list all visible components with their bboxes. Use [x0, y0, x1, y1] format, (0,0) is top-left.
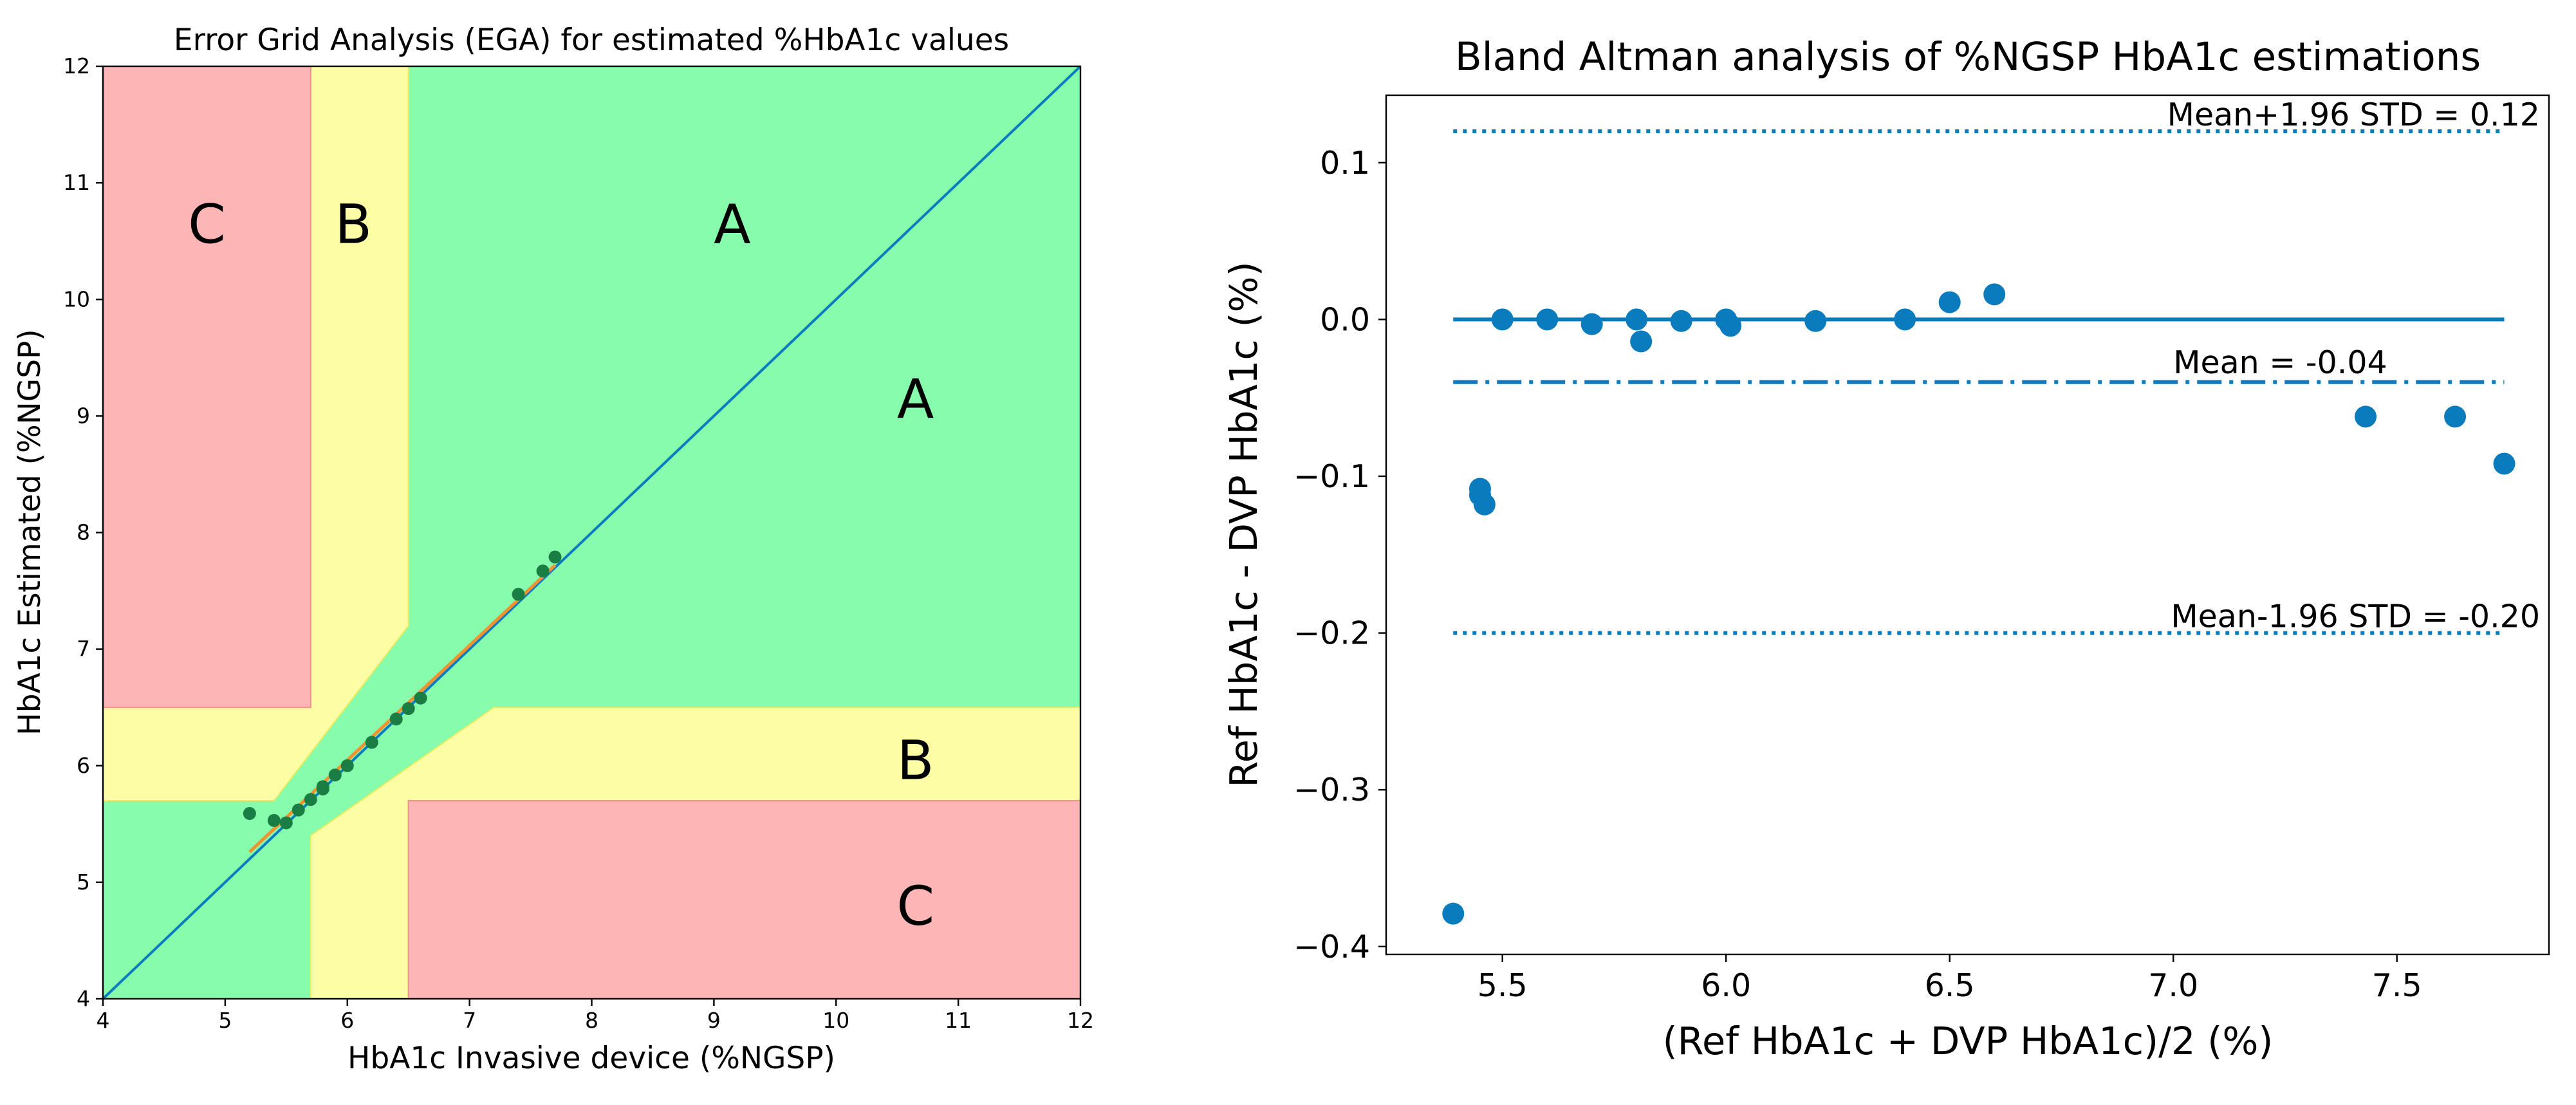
ba-x-tick-label: 7.0 — [2148, 967, 2198, 1004]
ega-x-tick-label: 7 — [463, 1008, 476, 1033]
ba-point-12 — [1719, 315, 1742, 337]
ba-y-ticks: 0.1 0.0 −0.1 −0.2 −0.3 −0.4 — [1293, 145, 1386, 965]
ba-y-tick-label: −0.4 — [1293, 929, 1370, 965]
ba-points — [1442, 283, 2516, 925]
ega-x-tick-label: 12 — [1067, 1008, 1094, 1033]
ba-reference-lines — [1453, 129, 2505, 635]
ega-point-8 — [328, 768, 342, 782]
ega-y-tick-label: 11 — [63, 170, 90, 195]
ba-point-17 — [2355, 405, 2377, 428]
ega-point-2 — [267, 813, 281, 827]
ba-point-5 — [1491, 308, 1514, 331]
identity-line — [102, 65, 1082, 1000]
ba-title: Bland Altman analysis of %NGSP HbA1c est… — [1455, 34, 2481, 80]
ega-point-4 — [292, 803, 305, 817]
zone-label-b-5: B — [897, 729, 934, 792]
ba-point-4 — [1473, 493, 1496, 515]
ba-point-7 — [1580, 313, 1603, 335]
ba-y-tick-label: 0.0 — [1320, 301, 1370, 338]
ega-y-axis-label: HbA1c Estimated (%NGSP) — [12, 329, 48, 735]
ega-x-axis-label: HbA1c Invasive device (%NGSP) — [347, 1041, 835, 1076]
ega-point-14 — [512, 588, 525, 601]
ega-point-7 — [316, 780, 329, 794]
ega-point-9 — [340, 759, 354, 772]
ega-x-tick-label: 9 — [707, 1008, 721, 1033]
ba-y-axis-label: Ref HbA1c - DVP HbA1c (%) — [1221, 261, 1266, 787]
zone-c-region-1 — [102, 66, 311, 709]
ega-points — [243, 550, 562, 830]
ega-x-tick-label: 10 — [822, 1008, 849, 1033]
ba-point-8 — [1626, 308, 1648, 331]
ba-y-tick-label: 0.1 — [1320, 145, 1370, 181]
ba-mean-label: Mean = -0.04 — [2173, 344, 2387, 381]
ba-upper-loa-label: Mean+1.96 STD = 0.12 — [2167, 97, 2540, 133]
zone-label-c-1: C — [188, 193, 226, 256]
ba-x-tick-label: 6.0 — [1701, 967, 1751, 1004]
ega-point-16 — [548, 550, 562, 564]
ega-point-15 — [536, 564, 550, 578]
bland-altman-chart: 5.5 6.0 6.5 7.0 7.5 0.1 0.0 −0.1 −0.2 −0.3 −0.4 M… — [1221, 34, 2550, 1063]
zone-c-region-2 — [407, 800, 1081, 999]
ega-x-tick-label: 11 — [945, 1008, 972, 1033]
ba-y-tick-label: −0.3 — [1293, 772, 1370, 808]
ba-point-19 — [2493, 452, 2516, 475]
ega-zone-labels: C B A A B C — [188, 193, 934, 938]
ba-point-10 — [1670, 310, 1692, 332]
ega-title: Error Grid Analysis (EGA) for estimated … — [174, 23, 1009, 58]
ega-point-5 — [304, 793, 317, 806]
ega-point-10 — [365, 736, 378, 749]
ega-point-13 — [414, 691, 427, 705]
ega-y-tick-label: 10 — [63, 286, 90, 311]
ba-y-tick-label: −0.1 — [1293, 458, 1370, 495]
ba-lower-loa-label: Mean-1.96 STD = -0.20 — [2171, 599, 2540, 635]
ega-x-tick-label: 4 — [97, 1008, 110, 1033]
ega-y-tick-label: 7 — [77, 636, 90, 662]
ba-point-6 — [1536, 308, 1559, 331]
ba-x-tick-label: 6.5 — [1925, 967, 1975, 1004]
zone-label-a-4: A — [897, 367, 934, 431]
ega-x-tick-label: 6 — [340, 1008, 354, 1033]
ba-plot-frame — [1385, 94, 2550, 956]
ega-point-1 — [243, 807, 256, 821]
ba-point-9 — [1630, 330, 1653, 353]
ega-y-tick-label: 4 — [77, 986, 90, 1011]
ega-point-12 — [402, 701, 415, 715]
ba-point-15 — [1938, 291, 1961, 313]
ba-x-tick-label: 5.5 — [1478, 967, 1528, 1004]
zone-label-b-2: B — [335, 193, 372, 256]
ba-point-13 — [1804, 310, 1827, 332]
ba-point-14 — [1894, 308, 1916, 331]
ba-point-16 — [1983, 283, 2006, 306]
zone-label-c-6: C — [896, 875, 934, 938]
ega-y-tick-label: 5 — [77, 869, 90, 895]
ega-point-11 — [389, 712, 403, 726]
ega-x-tick-label: 8 — [585, 1008, 598, 1033]
ba-x-axis-label: (Ref HbA1c + DVP HbA1c)/2 (%) — [1663, 1019, 2274, 1063]
ega-x-tick-label: 5 — [218, 1008, 232, 1033]
ba-point-1 — [1442, 902, 1465, 925]
ba-x-tick-label: 7.5 — [2372, 967, 2422, 1004]
ega-point-3 — [279, 816, 293, 830]
ega-chart: C B A A B C 4 5 6 7 8 9 10 11 12 4 5 6 7 8 9 10 11 12 Error G… — [12, 23, 1094, 1076]
ega-x-ticks: 4 5 6 7 8 9 10 11 12 — [97, 999, 1094, 1033]
ega-y-tick-label: 12 — [63, 53, 90, 79]
ba-y-tick-label: −0.2 — [1293, 615, 1370, 652]
zone-label-a-3: A — [714, 193, 750, 256]
ega-y-tick-label: 6 — [77, 753, 90, 778]
ega-y-tick-label: 9 — [77, 403, 90, 428]
ba-x-ticks: 5.5 6.0 6.5 7.0 7.5 — [1478, 954, 2422, 1004]
ega-y-tick-label: 8 — [77, 520, 90, 545]
ega-y-ticks: 4 5 6 7 8 9 10 11 12 — [63, 53, 103, 1011]
ba-point-18 — [2444, 405, 2467, 428]
